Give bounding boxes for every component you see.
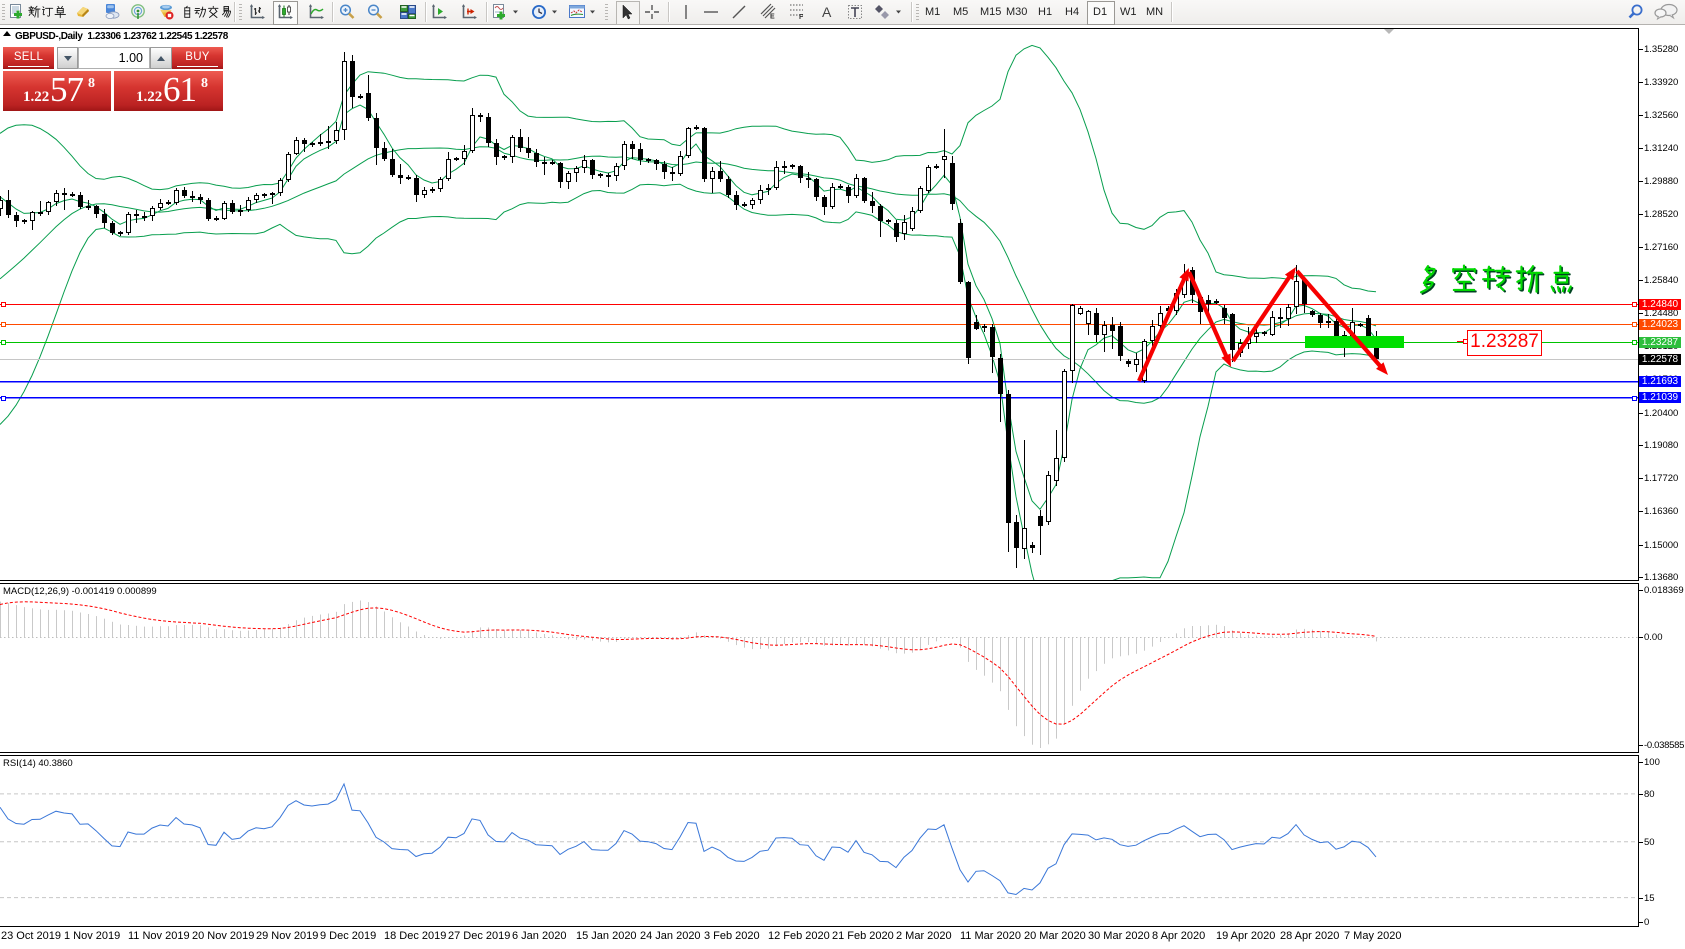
svg-text:A: A [822,4,832,20]
svg-text:E: E [770,14,775,21]
svg-text:F: F [799,14,804,21]
